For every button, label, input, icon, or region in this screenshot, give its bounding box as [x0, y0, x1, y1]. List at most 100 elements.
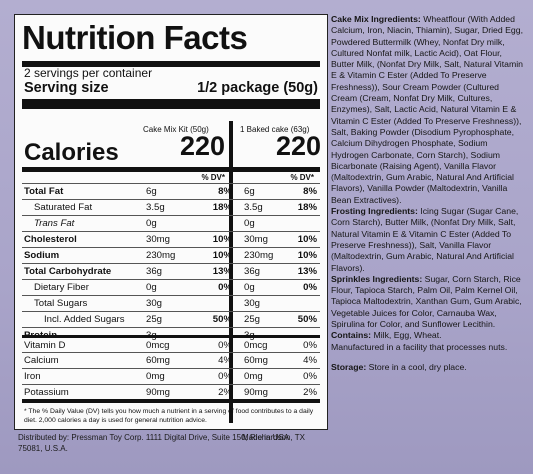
sprinkles-ingredients-text: Sugar, Corn Starch, Rice Flour, Tapioca … — [331, 273, 522, 330]
facility-statement: Manufactured in a facility that processe… — [331, 341, 508, 352]
amount-baked: 6g — [244, 186, 255, 197]
amount-baked: 0g — [244, 282, 255, 293]
amount-mix: 6g — [146, 186, 157, 197]
dv-baked: 0% — [303, 371, 317, 382]
dv-mix: 10% — [212, 234, 232, 245]
dv-mix: 0% — [218, 371, 232, 382]
nutrient-label: Trans Fat — [34, 218, 75, 229]
cake-ingredients: Cake Mix Ingredients: Wheatflour (With A… — [331, 14, 527, 206]
dv-mix: 4% — [218, 355, 232, 366]
amount-mix: 36g — [146, 266, 163, 277]
dv-mix: 2% — [218, 387, 232, 398]
nutrient-row: Calcium 60mg 4% 60mg 4% — [22, 352, 320, 368]
nutrient-label: Cholesterol — [24, 234, 77, 245]
column-header-mix: Cake Mix Kit (50g) — [143, 125, 209, 134]
dv-baked: 50% — [297, 314, 317, 325]
storage-heading: Storage: — [331, 361, 367, 372]
frosting-ingredients: Frosting Ingredients: Icing Sugar (Sugar… — [331, 206, 527, 274]
serving-size-label: Serving size — [24, 80, 109, 96]
dv-mix: 50% — [212, 314, 232, 325]
nutrient-row: Cholesterol 30mg 10% 30mg 10% — [22, 231, 320, 247]
nutrient-label: Iron — [24, 371, 41, 382]
nutrient-row: Potassium 90mg 2% 90mg 2% — [22, 384, 320, 400]
amount-baked: 0mcg — [244, 340, 268, 351]
nutrition-facts-panel: Nutrition Facts 2 servings per container… — [14, 14, 328, 430]
amount-mix: 0g — [146, 218, 157, 229]
calories-value-mix: 220 — [179, 131, 225, 161]
nutrient-row: Incl. Added Sugars 25g 50% 25g 50% — [22, 311, 320, 327]
calories-value-baked: 220 — [275, 131, 321, 161]
amount-baked: 36g — [244, 266, 261, 277]
amount-mix: 60mg — [146, 355, 170, 366]
dv-baked: 0% — [303, 340, 317, 351]
contains-heading: Contains: — [331, 330, 372, 341]
sprinkles-ingredients: Sprinkles Ingredients: Sugar, Corn Starc… — [331, 274, 527, 330]
nutrient-row: Total Carbohydrate 36g 13% 36g 13% — [22, 263, 320, 279]
amount-mix: 30g — [146, 298, 163, 309]
nutrient-label: Vitamin D — [24, 340, 66, 351]
dv-mix: 0% — [218, 340, 232, 351]
storage-text: Store in a cool, dry place. — [368, 361, 467, 372]
storage-instructions: Storage: Store in a cool, dry place. — [331, 362, 527, 373]
contains-text: Milk, Egg, Wheat. — [373, 330, 442, 341]
cake-ingredients-text: Wheatflour (With Added Calcium, Iron, Ni… — [331, 14, 524, 205]
amount-mix: 0mcg — [146, 340, 170, 351]
nutrient-row: Trans Fat 0g 0g — [22, 215, 320, 231]
amount-mix: 0mg — [146, 371, 165, 382]
nutrient-row: Saturated Fat 3.5g 18% 3.5g 18% — [22, 199, 320, 215]
amount-baked: 30mg — [244, 234, 268, 245]
made-in-label: Made in USA — [242, 433, 290, 442]
nutrient-label: Total Fat — [24, 186, 64, 197]
dv-mix: 8% — [218, 186, 232, 197]
nutrient-row: Vitamin D 0mcg 0% 0mcg 0% — [22, 335, 320, 353]
dv-footnote: * The % Daily Value (DV) tells you how m… — [24, 408, 314, 424]
amount-mix: 230mg — [146, 250, 176, 261]
dv-mix: 18% — [212, 202, 232, 213]
amount-mix: 3.5g — [146, 202, 165, 213]
allergen-contains: Contains: Milk, Egg, Wheat. — [331, 330, 527, 341]
ingredients-panel: Cake Mix Ingredients: Wheatflour (With A… — [331, 14, 527, 373]
serving-rule — [22, 99, 320, 109]
calories-rule — [22, 167, 320, 172]
amount-baked: 3.5g — [244, 202, 263, 213]
amount-baked: 0g — [244, 218, 255, 229]
nutrient-row: Iron 0mg 0% 0mg 0% — [22, 368, 320, 384]
cake-ingredients-heading: Cake Mix Ingredients: — [331, 14, 421, 24]
nutrient-row: Sodium 230mg 10% 230mg 10% — [22, 247, 320, 263]
frosting-ingredients-text: Icing Sugar (Sugar Cane, Corn Starch), B… — [331, 206, 519, 273]
footnote-rule — [22, 399, 320, 403]
dv-header-mix: % DV* — [201, 173, 225, 182]
dv-baked: 2% — [303, 387, 317, 398]
amount-baked: 60mg — [244, 355, 268, 366]
amount-mix: 25g — [146, 314, 163, 325]
serving-size-value: 1/2 package (50g) — [197, 80, 318, 96]
nutrient-label: Incl. Added Sugars — [44, 314, 125, 325]
amount-baked: 30g — [244, 298, 261, 309]
nutrient-row: Total Fat 6g 8% 6g 8% — [22, 183, 320, 199]
title-rule — [22, 61, 320, 67]
nutrient-label: Potassium — [24, 387, 69, 398]
dv-mix: 0% — [218, 282, 232, 293]
calories-label: Calories — [24, 139, 119, 166]
dv-baked: 0% — [303, 282, 317, 293]
nutrient-label: Total Carbohydrate — [24, 266, 112, 277]
nutrient-label: Total Sugars — [34, 298, 88, 309]
distributor-address: Distributed by: Pressman Toy Corp. 1111 … — [18, 433, 305, 453]
dv-mix: 10% — [212, 250, 232, 261]
dv-header-baked: % DV* — [290, 173, 314, 182]
sprinkles-ingredients-heading: Sprinkles Ingredients: — [331, 273, 423, 284]
amount-baked: 0mg — [244, 371, 263, 382]
dv-baked: 18% — [297, 202, 317, 213]
amount-mix: 90mg — [146, 387, 170, 398]
amount-baked: 230mg — [244, 250, 274, 261]
dv-baked: 10% — [297, 234, 317, 245]
nutrient-row: Total Sugars 30g 30g — [22, 295, 320, 311]
servings-per-container: 2 servings per container — [24, 66, 153, 80]
nutrient-label: Calcium — [24, 355, 59, 366]
nutrient-label: Dietary Fiber — [34, 282, 89, 293]
amount-mix: 0g — [146, 282, 157, 293]
dv-baked: 4% — [303, 355, 317, 366]
dv-baked: 10% — [297, 250, 317, 261]
column-divider — [229, 121, 233, 423]
dv-baked: 13% — [297, 266, 317, 277]
